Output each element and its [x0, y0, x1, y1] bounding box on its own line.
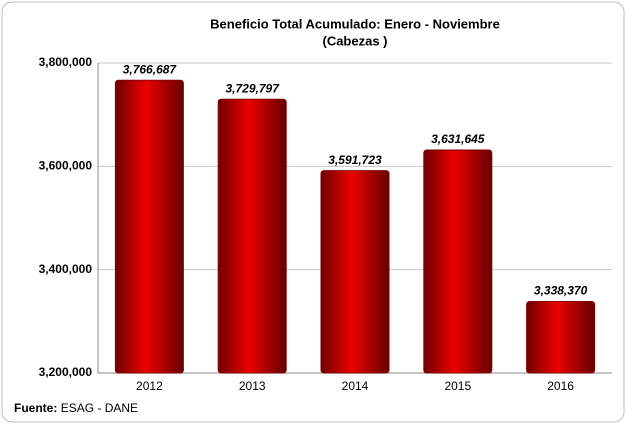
source-text: ESAG - DANE	[61, 401, 138, 415]
bar	[526, 301, 596, 374]
x-tick-label: 2014	[342, 379, 369, 393]
chart-subtitle: (Cabezas )	[322, 33, 387, 48]
bar	[217, 98, 287, 374]
y-tick-label: 3,600,000	[39, 159, 93, 173]
x-tick-label: 2012	[136, 379, 163, 393]
value-label: 3,591,723	[328, 153, 382, 167]
bar	[114, 79, 184, 374]
y-tick-label: 3,800,000	[39, 55, 93, 69]
value-label: 3,729,797	[226, 81, 281, 95]
chart-title: Beneficio Total Acumulado: Enero - Novie…	[210, 16, 500, 31]
source: Fuente: ESAG - DANE	[14, 401, 138, 415]
bar	[423, 149, 493, 374]
value-label: 3,631,645	[431, 132, 485, 146]
x-tick-label: 2015	[444, 379, 471, 393]
value-label: 3,338,370	[534, 284, 588, 298]
source-label: Fuente:	[14, 401, 57, 415]
bar	[320, 170, 390, 374]
y-tick-label: 3,400,000	[39, 262, 93, 276]
value-label: 3,766,687	[123, 62, 178, 76]
x-tick-label: 2013	[239, 379, 266, 393]
y-tick-label: 3,200,000	[39, 365, 93, 379]
x-tick-label: 2016	[547, 379, 574, 393]
